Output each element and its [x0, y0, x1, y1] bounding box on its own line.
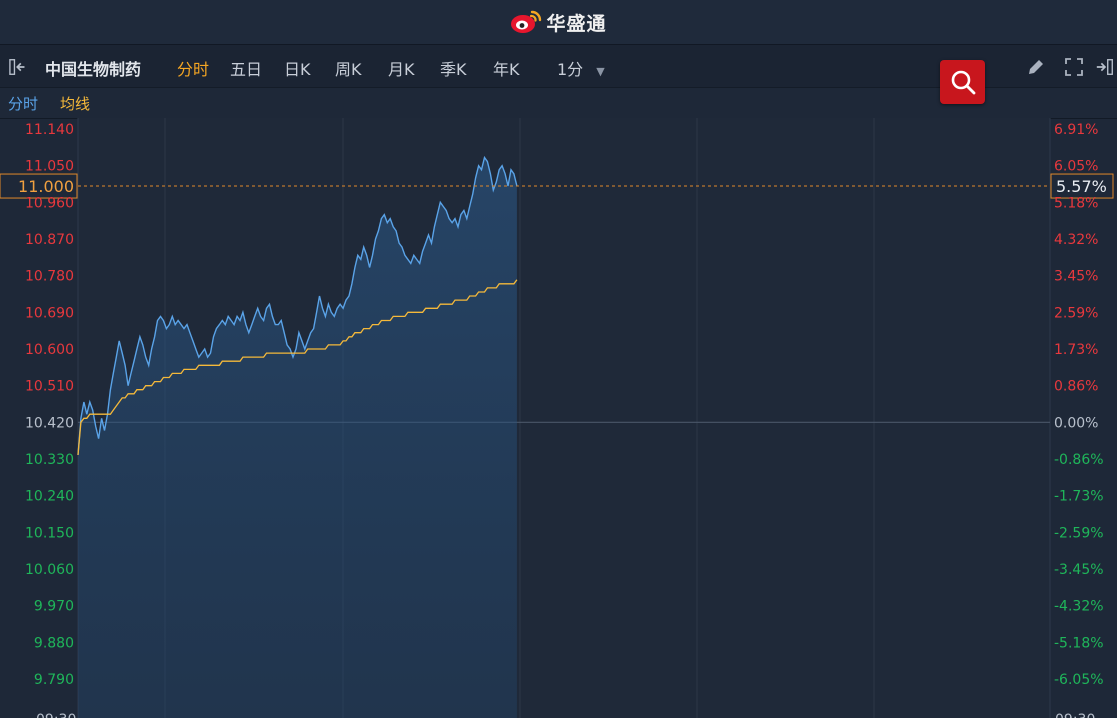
average-line	[77, 279, 518, 455]
search-icon	[951, 70, 975, 95]
chevron-down-icon: ▼	[596, 65, 605, 78]
pct-tick-label: -1.73%	[1054, 489, 1104, 505]
search-button[interactable]	[940, 60, 985, 104]
legend-average: 均线	[60, 95, 91, 113]
price-tick-label: 10.510	[25, 379, 74, 395]
price-tick-label: 10.330	[25, 452, 74, 468]
interval-select[interactable]: 1分 ▼	[557, 56, 605, 80]
pct-tick-label: 1.73%	[1054, 342, 1098, 358]
price-tick-label: 9.790	[34, 672, 74, 688]
tab-intraday[interactable]: 分时	[177, 60, 210, 79]
pct-tick-label: 2.59%	[1054, 305, 1098, 321]
brand-logo: 华盛通	[510, 9, 606, 36]
pct-tick-label: 6.91%	[1054, 122, 1098, 138]
pct-tick-label: -5.18%	[1054, 635, 1104, 651]
marker-price-label: 11.000	[18, 177, 74, 196]
tab-quarterly-k[interactable]: 季K	[440, 60, 467, 79]
pct-tick-label: -0.86%	[1054, 452, 1104, 468]
price-tick-label: 9.880	[34, 635, 74, 651]
pct-tick-label: 0.86%	[1054, 379, 1098, 395]
pencil-icon[interactable]	[1026, 57, 1046, 77]
price-tick-label: 10.060	[25, 562, 74, 578]
pct-tick-label: -4.32%	[1054, 599, 1104, 615]
pct-tick-label: 6.05%	[1054, 159, 1098, 175]
price-line	[77, 155, 518, 455]
pct-tick-label: 4.32%	[1054, 232, 1098, 248]
toolbar: 中国生物制药 分时 五日 日K 周K 月K 季K 年K 1分 ▼	[0, 45, 1117, 88]
tab-five-day[interactable]: 五日	[230, 60, 263, 79]
interval-label: 1分	[557, 60, 584, 79]
price-tick-label: 10.960	[25, 195, 74, 211]
marker-price-box	[0, 173, 78, 199]
tab-weekly-k[interactable]: 周K	[335, 60, 362, 79]
price-tick-label: 11.050	[25, 159, 74, 175]
collapse-left-icon[interactable]	[9, 57, 29, 77]
marker-pct-box	[1050, 173, 1114, 199]
price-tick-label: 10.780	[25, 269, 74, 285]
price-tick-label: 10.420	[25, 415, 74, 431]
time-label-start: 09:30	[36, 712, 76, 718]
price-tick-label: 10.870	[25, 232, 74, 248]
title-bar: 华盛通	[0, 0, 1117, 45]
pct-tick-label: 5.18%	[1054, 195, 1098, 211]
marker-pct-label: 5.57%	[1056, 177, 1107, 196]
tab-yearly-k[interactable]: 年K	[493, 60, 520, 79]
price-tick-label: 10.150	[25, 525, 74, 541]
price-tick-label: 10.690	[25, 305, 74, 321]
pct-tick-label: -6.05%	[1054, 672, 1104, 688]
plot-background	[78, 118, 1050, 718]
stock-name[interactable]: 中国生物制药	[45, 60, 142, 79]
brand-name: 华盛通	[546, 12, 607, 35]
price-area	[78, 157, 517, 718]
pct-tick-label: 3.45%	[1054, 269, 1098, 285]
time-label-end: 09:30	[1055, 712, 1095, 718]
collapse-right-icon[interactable]	[1095, 57, 1115, 77]
legend-intraday: 分时	[8, 95, 39, 113]
price-tick-label: 10.240	[25, 489, 74, 505]
pct-tick-label: -2.59%	[1054, 525, 1104, 541]
pct-tick-label: -3.45%	[1054, 562, 1104, 578]
price-tick-label: 9.970	[34, 599, 74, 615]
legend-bar: 分时 均线	[0, 88, 1117, 119]
price-tick-label: 10.600	[25, 342, 74, 358]
tab-daily-k[interactable]: 日K	[284, 60, 311, 79]
fullscreen-icon[interactable]	[1064, 57, 1084, 77]
price-tick-label: 11.140	[25, 122, 74, 138]
tab-monthly-k[interactable]: 月K	[388, 60, 415, 79]
weibo-logo-icon	[511, 10, 542, 33]
pct-tick-label: 0.00%	[1054, 415, 1098, 431]
